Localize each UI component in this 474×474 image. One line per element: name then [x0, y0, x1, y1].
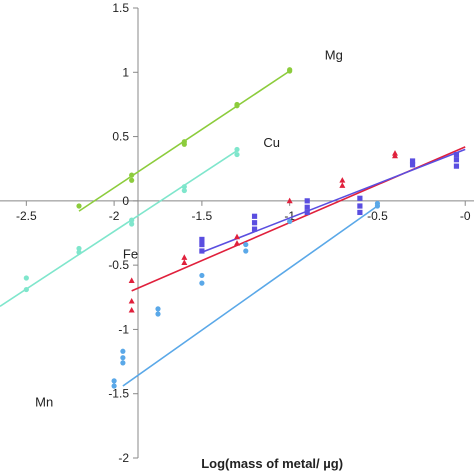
x-tick-label: -2.5: [16, 209, 37, 223]
series-label: Cu: [263, 135, 280, 150]
data-point: [181, 184, 187, 190]
x-tick-label: -1: [284, 209, 295, 223]
x-tick-label: -2: [109, 209, 120, 223]
data-point: [409, 162, 416, 168]
data-point: [392, 150, 398, 156]
data-point: [199, 248, 205, 254]
data-point: [129, 221, 135, 227]
data-point: [339, 182, 346, 188]
data-point: [357, 195, 363, 201]
data-point: [357, 203, 363, 209]
data-point: [304, 198, 310, 204]
data-point: [129, 217, 135, 223]
fit-line: [122, 205, 378, 387]
data-point: [453, 151, 460, 158]
y-tick-label: 0: [122, 194, 129, 208]
data-point: [76, 249, 82, 255]
data-point: [23, 286, 29, 293]
series-labels: Mg Cu Fe Mn: [35, 47, 343, 409]
data-point: [76, 245, 82, 252]
data-point: [453, 163, 460, 169]
data-point: [199, 241, 205, 248]
data-point: [120, 348, 126, 354]
data-point: [199, 236, 205, 243]
data-point: [199, 280, 205, 286]
data-point: [234, 101, 240, 108]
y-tick-label: 1.5: [112, 1, 129, 15]
x-tick-label: -0: [460, 209, 471, 223]
y-tick-label: -1.5: [108, 387, 129, 401]
data-point: [304, 204, 310, 210]
data-point: [181, 187, 187, 194]
data-point: [243, 241, 249, 248]
data-point: [287, 218, 293, 225]
data-point: [357, 209, 363, 216]
y-tick-label: -2: [118, 451, 129, 465]
data-point: [155, 311, 161, 317]
data-point: [120, 360, 126, 366]
x-axis-title: Log(mass of metal/ µg): [201, 456, 343, 471]
fit-lines: [0, 70, 466, 387]
axes: -2.5 -2 -1.5 -1 -0.5 -0 -2 -1.5 -1 -0.5 0 0.5 1 1.5: [0, 1, 474, 465]
data-point: [234, 240, 240, 246]
data-point: [243, 248, 249, 254]
data-point: [304, 209, 310, 216]
data-point: [251, 220, 258, 226]
data-point: [181, 259, 188, 265]
data-point: [128, 277, 135, 283]
data-point: [199, 272, 205, 279]
data-point: [286, 197, 293, 204]
data-point: [76, 203, 82, 209]
data-point: [128, 306, 135, 313]
data-point: [111, 378, 117, 384]
y-tick-label: 0.5: [112, 130, 129, 144]
y-tick-label: -1: [118, 322, 129, 336]
data-point: [287, 67, 293, 73]
y-tick-label: -0.5: [108, 258, 129, 272]
data-point: [120, 355, 126, 361]
data-point: [181, 254, 188, 260]
y-tick-label: 1: [122, 65, 129, 79]
series-label: Fe: [123, 247, 138, 262]
data-point: [251, 226, 258, 232]
data-point: [453, 157, 460, 163]
fit-line: [201, 148, 466, 254]
data-point: [251, 213, 258, 219]
data-point: [339, 177, 346, 183]
data-point: [181, 139, 187, 145]
x-tick-label: -1.5: [192, 209, 213, 223]
fit-line: [0, 150, 238, 307]
data-point: [234, 151, 240, 158]
data-point: [128, 297, 135, 304]
data-point: [234, 146, 240, 153]
data-point: [129, 172, 135, 178]
data-point: [129, 177, 135, 183]
data-point: [234, 233, 240, 240]
series-label: Mn: [35, 395, 53, 410]
x-tick-label: -0.5: [367, 209, 388, 223]
data-point: [409, 158, 416, 164]
data-point: [111, 383, 117, 389]
data-point: [23, 275, 29, 281]
data-point: [374, 203, 381, 209]
data-point: [155, 306, 161, 312]
series-label: Mg: [325, 47, 343, 62]
data-points: [23, 67, 460, 389]
